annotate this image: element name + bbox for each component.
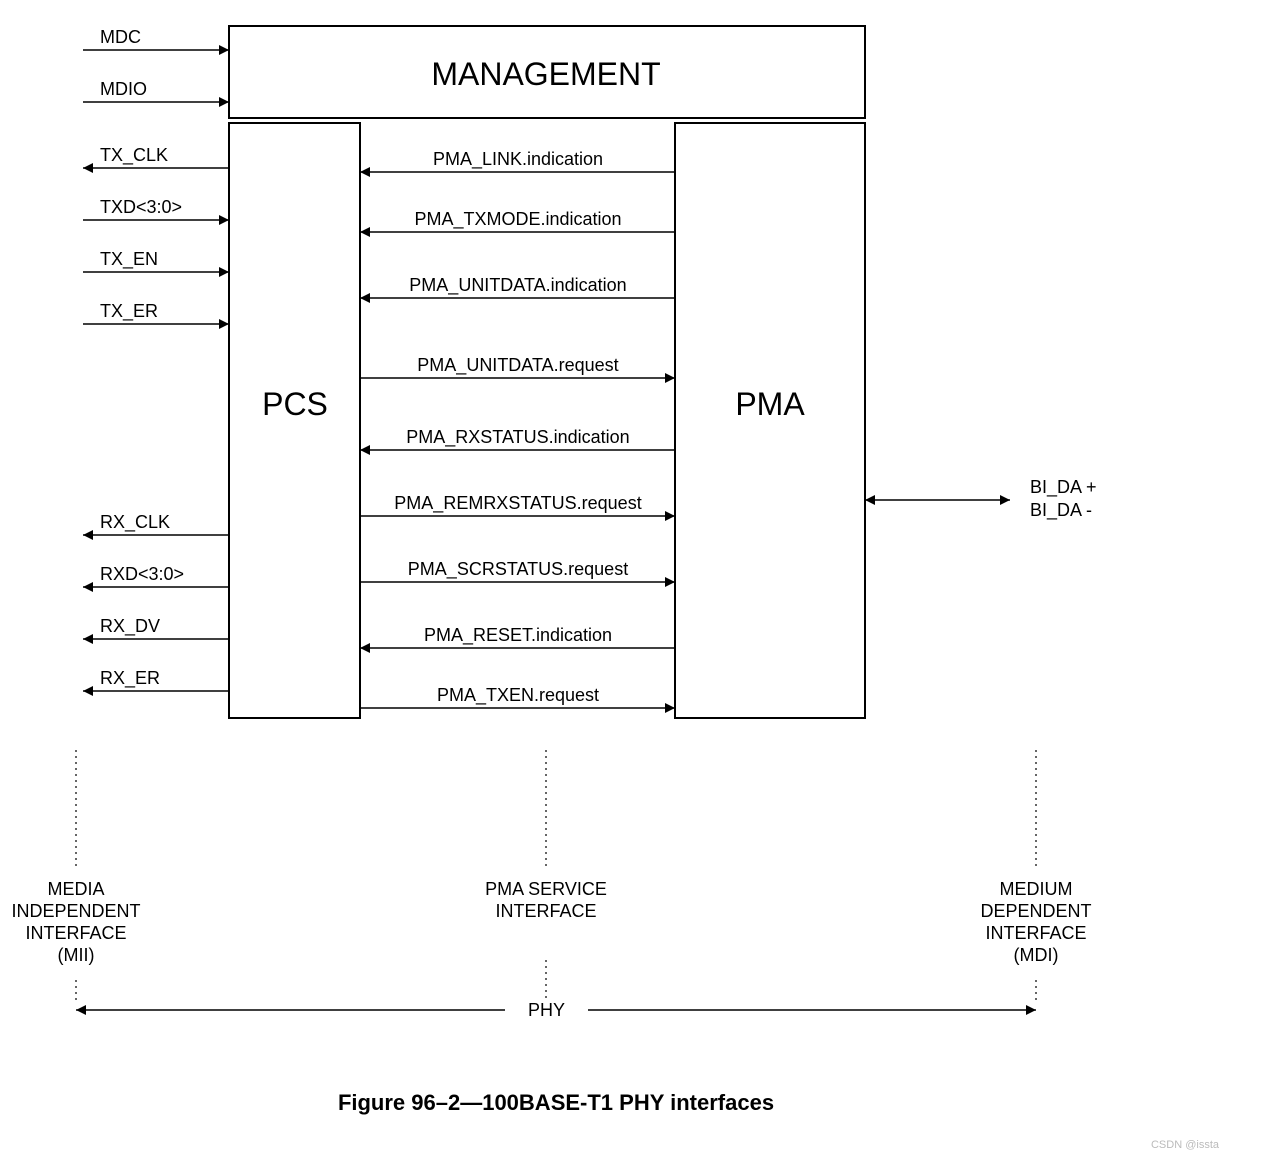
- management-label: MANAGEMENT: [431, 56, 660, 92]
- mid-signal-label-0: PMA_LINK.indication: [433, 149, 603, 170]
- left-signal-label-7: RXD<3:0>: [100, 564, 184, 584]
- phy-bar-label: PHY: [528, 1000, 565, 1020]
- left-signal-label-8: RX_DV: [100, 616, 160, 637]
- left-signal-label-2: TX_CLK: [100, 145, 168, 166]
- iface-left-line-2: INTERFACE: [25, 923, 126, 943]
- left-signal-label-4: TX_EN: [100, 249, 158, 270]
- figure-caption: Figure 96–2—100BASE-T1 PHY interfaces: [338, 1090, 774, 1115]
- mid-signal-label-4: PMA_RXSTATUS.indication: [406, 427, 629, 448]
- iface-right-line-1: DEPENDENT: [980, 901, 1091, 921]
- right-signal-label-1: BI_DA -: [1030, 500, 1092, 521]
- mid-signal-label-7: PMA_RESET.indication: [424, 625, 612, 646]
- mid-signal-label-6: PMA_SCRSTATUS.request: [408, 559, 628, 580]
- iface-right-line-0: MEDIUM: [1000, 879, 1073, 899]
- iface-left-line-1: INDEPENDENT: [11, 901, 140, 921]
- pcs-label: PCS: [262, 386, 328, 422]
- left-signal-label-5: TX_ER: [100, 301, 158, 322]
- mid-signal-label-1: PMA_TXMODE.indication: [414, 209, 621, 230]
- iface-left-line-0: MEDIA: [47, 879, 104, 899]
- mid-signal-label-5: PMA_REMRXSTATUS.request: [394, 493, 641, 514]
- iface-middle-line-0: PMA SERVICE: [485, 879, 607, 899]
- iface-right-line-2: INTERFACE: [985, 923, 1086, 943]
- left-signal-label-6: RX_CLK: [100, 512, 170, 533]
- left-signal-label-9: RX_ER: [100, 668, 160, 689]
- watermark: CSDN @issta: [1151, 1139, 1220, 1151]
- mid-signal-label-3: PMA_UNITDATA.request: [417, 355, 618, 376]
- right-signal-label-0: BI_DA +: [1030, 477, 1097, 498]
- left-signal-label-3: TXD<3:0>: [100, 197, 182, 217]
- mid-signal-label-2: PMA_UNITDATA.indication: [409, 275, 626, 296]
- iface-left-line-3: (MII): [58, 945, 95, 965]
- mid-signal-label-8: PMA_TXEN.request: [437, 685, 599, 706]
- pma-label: PMA: [735, 386, 805, 422]
- iface-right-line-3: (MDI): [1014, 945, 1059, 965]
- left-signal-label-0: MDC: [100, 27, 141, 47]
- iface-middle-line-1: INTERFACE: [495, 901, 596, 921]
- left-signal-label-1: MDIO: [100, 79, 147, 99]
